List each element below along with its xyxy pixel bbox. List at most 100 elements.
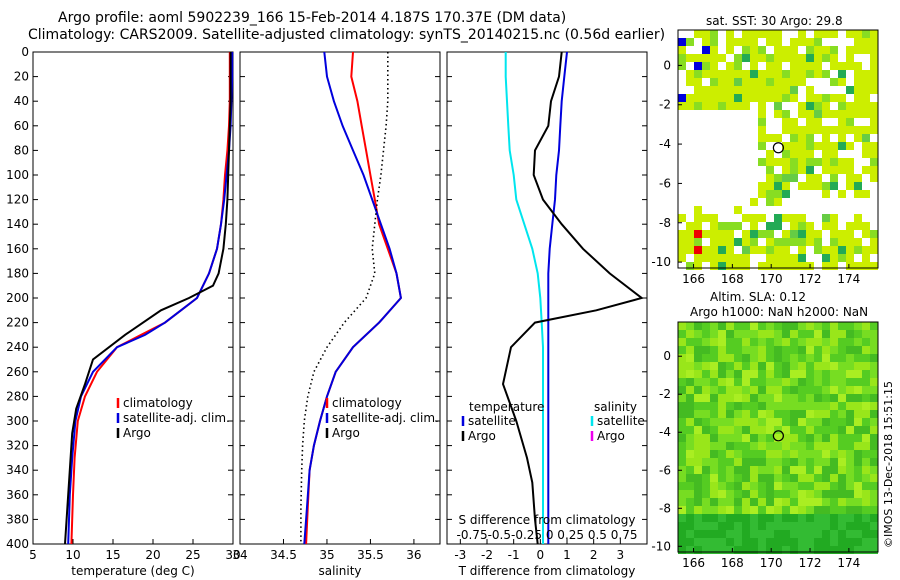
map-sla-cell xyxy=(702,386,710,394)
map-sla-cell xyxy=(814,418,822,426)
map-sla-cell xyxy=(830,346,838,354)
map-sst-cell xyxy=(798,254,806,262)
map-sla-cell xyxy=(742,498,750,506)
map-y-tick-label: 0 xyxy=(663,349,671,363)
map-sla-cell xyxy=(862,514,870,522)
map-sla-cell xyxy=(758,346,766,354)
map-sst-cell xyxy=(846,110,854,118)
map-sla-cell xyxy=(822,546,830,554)
map-sst-cell xyxy=(766,54,774,62)
map-sla-cell xyxy=(702,546,710,554)
map-sla-cell xyxy=(678,474,686,482)
map-sla-cell xyxy=(678,458,686,466)
legend-label-climatology: climatology xyxy=(123,396,193,410)
map-sla-cell xyxy=(806,466,814,474)
map-sla-cell xyxy=(790,386,798,394)
map-sla-cell xyxy=(846,322,854,330)
map-sla-cell xyxy=(854,346,862,354)
map-sla-cell xyxy=(766,378,774,386)
map-sla-cell xyxy=(766,362,774,370)
map-sla-cell xyxy=(870,362,878,370)
map-sla-cell xyxy=(702,362,710,370)
map-sst-cell xyxy=(750,214,758,222)
map-sst-cell xyxy=(822,214,830,222)
map-sst-cell xyxy=(854,94,862,102)
map-sst-cell xyxy=(854,190,862,198)
map-sla-cell xyxy=(814,506,822,514)
map-sst-cell xyxy=(718,94,726,102)
map-sla-cell xyxy=(870,338,878,346)
map-sla-cell xyxy=(838,330,846,338)
map-sla-cell xyxy=(798,506,806,514)
map-sla-cell xyxy=(726,338,734,346)
map-sla-cell xyxy=(798,474,806,482)
map-sla-cell xyxy=(694,338,702,346)
map-sla-cell xyxy=(798,362,806,370)
map-sla-cell xyxy=(854,370,862,378)
map-sla-cell xyxy=(806,354,814,362)
map-y-tick-label: -8 xyxy=(659,501,671,515)
map-sla-cell xyxy=(790,330,798,338)
map-sla-cell xyxy=(790,378,798,386)
y-tick-label: 40 xyxy=(14,94,29,108)
map-sla-cell xyxy=(782,434,790,442)
map-sla-cell xyxy=(758,522,766,530)
map-sst-cell xyxy=(742,230,750,238)
map-sst-cell xyxy=(686,238,694,246)
map-sla-cell xyxy=(854,330,862,338)
map-sla-cell xyxy=(798,514,806,522)
map-sla-cell xyxy=(758,538,766,546)
map-sla-cell xyxy=(702,330,710,338)
map-sla-cell xyxy=(814,546,822,554)
map-sst-cell xyxy=(870,166,878,174)
map-sst-cell xyxy=(790,86,798,94)
map-sst-cell xyxy=(806,46,814,54)
map-sla-cell xyxy=(766,546,774,554)
map-sla-cell xyxy=(822,514,830,522)
map-sst-cell xyxy=(678,230,686,238)
map-sla-cell xyxy=(702,354,710,362)
map-sla-cell xyxy=(774,354,782,362)
map-sla-cell xyxy=(830,450,838,458)
map-sst-cell xyxy=(742,46,750,54)
map-sla-cell xyxy=(718,322,726,330)
map-sst-cell xyxy=(782,70,790,78)
map-sla-cell xyxy=(750,402,758,410)
map-sst-cell xyxy=(726,38,734,46)
map-sla-cell xyxy=(718,506,726,514)
map-sst-cell xyxy=(774,174,782,182)
map-sla-cell xyxy=(838,514,846,522)
map-sst-cell xyxy=(798,102,806,110)
map-sst-cell xyxy=(870,150,878,158)
map-y-tick-label: -10 xyxy=(651,539,671,553)
map-sst-cell xyxy=(814,118,822,126)
x-tick-label: 35.5 xyxy=(357,548,384,562)
map-sst-cell xyxy=(710,54,718,62)
map-sla-cell xyxy=(830,426,838,434)
map-sst-cell xyxy=(830,62,838,70)
map-sst-cell xyxy=(686,230,694,238)
map-sla-cell xyxy=(814,362,822,370)
panel-1-frame xyxy=(32,51,234,545)
map-sst-cell xyxy=(686,102,694,110)
map-sla-cell xyxy=(702,410,710,418)
map-sla-cell xyxy=(734,370,742,378)
map-sla-cell xyxy=(846,442,854,450)
map-sla-cell xyxy=(726,506,734,514)
map-sla-cell xyxy=(734,546,742,554)
map-sla-cell xyxy=(822,434,830,442)
map-sla-cell xyxy=(678,538,686,546)
map-sst-cell xyxy=(758,110,766,118)
map-sla-cell xyxy=(742,458,750,466)
map-sst-cell xyxy=(862,190,870,198)
map-sst-cell xyxy=(814,70,822,78)
map-sst-cell xyxy=(782,166,790,174)
argo-position-marker xyxy=(772,142,784,154)
map-sla-cell xyxy=(742,338,750,346)
map-sla-cell xyxy=(734,538,742,546)
map-sla-cell xyxy=(782,466,790,474)
map-sla-cell xyxy=(854,362,862,370)
map-sst-cell xyxy=(702,214,710,222)
map-sla-cell xyxy=(862,466,870,474)
map-sla-cell xyxy=(798,418,806,426)
